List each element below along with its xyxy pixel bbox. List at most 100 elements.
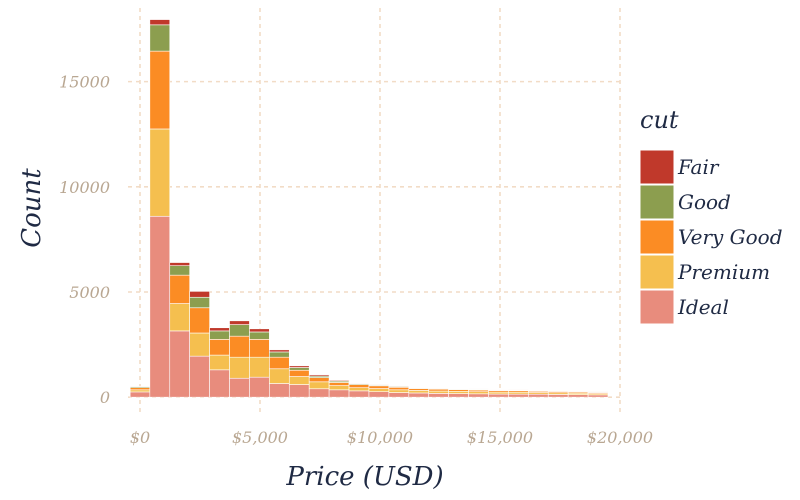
bar-good-bin-8 — [288, 367, 310, 371]
bar-fair-bin-8 — [288, 365, 310, 368]
legend-label-fair: Fair — [677, 155, 720, 179]
bar-fair-bin-9 — [308, 374, 330, 377]
x-tick-label-3: $15,000 — [467, 428, 533, 447]
bar-premium-bin-0 — [129, 389, 151, 393]
bar-ideal-bin-18 — [488, 393, 509, 398]
bar-very-good-bin-1 — [149, 50, 171, 130]
bar-ideal-bin-2 — [169, 330, 190, 398]
y-axis-title: Count — [17, 168, 47, 248]
bar-ideal-bin-14 — [408, 392, 430, 398]
x-tick-label-2: $10,000 — [347, 428, 413, 447]
bar-ideal-bin-19 — [508, 393, 529, 398]
legend-label-ideal: Ideal — [677, 295, 729, 319]
bar-ideal-bin-21 — [547, 394, 569, 398]
bar-very-good-bin-11 — [348, 384, 370, 389]
bar-ideal-bin-16 — [448, 393, 469, 398]
bar-premium-bin-13 — [388, 389, 410, 393]
bar-good-bin-6 — [249, 331, 270, 340]
bar-very-good-bin-9 — [308, 377, 330, 383]
bar-ideal-bin-13 — [388, 392, 410, 398]
bar-ideal-bin-22 — [567, 394, 589, 398]
bar-fair-bin-10 — [328, 380, 350, 382]
bar-very-good-bin-3 — [189, 307, 210, 334]
bar-very-good-bin-12 — [368, 385, 390, 389]
x-axis-title: Price (USD) — [285, 462, 443, 492]
bar-ideal-bin-20 — [528, 393, 549, 398]
bar-premium-bin-7 — [269, 368, 290, 384]
bar-fair-bin-5 — [229, 320, 250, 325]
bar-fair-bin-3 — [189, 291, 210, 298]
bar-very-good-bin-2 — [169, 274, 190, 304]
bar-ideal-bin-0 — [129, 391, 151, 398]
bar-good-bin-3 — [189, 296, 210, 309]
bar-premium-bin-1 — [149, 128, 171, 217]
legend-key-good — [639, 184, 675, 220]
bar-good-bin-2 — [169, 265, 190, 276]
bar-premium-bin-8 — [288, 376, 310, 385]
x-tick-label-4: $20,000 — [587, 428, 653, 447]
y-tick-label-2: 10000 — [59, 178, 110, 197]
x-tick-label-0: $0 — [130, 428, 150, 447]
bar-ideal-bin-6 — [249, 376, 270, 398]
bar-premium-bin-2 — [169, 303, 190, 332]
bar-good-bin-1 — [149, 24, 171, 52]
bar-premium-bin-5 — [229, 356, 250, 379]
bar-ideal-bin-17 — [468, 393, 489, 398]
y-tick-label-3: 15000 — [59, 73, 110, 92]
bar-good-bin-4 — [209, 330, 230, 340]
bar-ideal-bin-3 — [189, 355, 210, 398]
bar-fair-bin-13 — [388, 385, 410, 387]
y-tick-label-1: 5000 — [69, 283, 110, 302]
bar-good-bin-5 — [229, 324, 250, 337]
legend-key-very-good — [639, 219, 675, 255]
bar-good-bin-7 — [269, 351, 290, 358]
bar-very-good-bin-8 — [288, 369, 310, 377]
legend-label-good: Good — [678, 190, 731, 214]
bar-ideal-bin-11 — [348, 390, 370, 398]
legend-label-very-good: Very Good — [678, 225, 783, 249]
bar-premium-bin-6 — [249, 356, 270, 378]
bar-fair-bin-7 — [269, 349, 290, 353]
bar-very-good-bin-13 — [388, 386, 410, 391]
bar-very-good-bin-0 — [129, 387, 151, 391]
bar-ideal-bin-8 — [288, 384, 310, 398]
bar-ideal-bin-5 — [229, 377, 250, 398]
legend-title: cut — [640, 106, 679, 134]
bars — [129, 19, 609, 398]
bar-premium-bin-11 — [348, 387, 370, 392]
bar-ideal-bin-1 — [149, 215, 171, 398]
bar-premium-bin-16 — [448, 390, 469, 394]
bar-fair-bin-1 — [149, 19, 171, 26]
bar-fair-bin-4 — [209, 327, 230, 332]
bar-premium-bin-3 — [189, 332, 210, 357]
legend: cut Fair Good Very Good Premium Ideal — [639, 106, 783, 325]
bar-premium-bin-17 — [468, 391, 489, 395]
y-tick-label-0: 0 — [100, 388, 110, 407]
legend-key-fair — [639, 149, 675, 185]
legend-key-ideal — [639, 289, 675, 325]
bar-premium-bin-10 — [328, 385, 350, 391]
bar-fair-bin-11 — [348, 382, 370, 385]
bar-ideal-bin-12 — [368, 391, 390, 398]
bar-very-good-bin-5 — [229, 335, 250, 358]
bar-ideal-bin-4 — [209, 369, 230, 398]
legend-label-premium: Premium — [677, 260, 770, 284]
bar-premium-bin-14 — [408, 390, 430, 394]
bar-ideal-bin-15 — [428, 393, 449, 398]
bar-fair-bin-6 — [249, 328, 270, 333]
bar-ideal-bin-23 — [587, 394, 609, 398]
bar-very-good-bin-10 — [328, 382, 350, 386]
bar-fair-bin-12 — [368, 384, 390, 386]
y-axis-ticks: 0 5000 10000 15000 — [59, 73, 110, 408]
bar-ideal-bin-7 — [269, 383, 290, 398]
bar-premium-bin-4 — [209, 354, 230, 371]
bar-ideal-bin-10 — [328, 389, 350, 398]
bar-premium-bin-9 — [308, 381, 330, 390]
bar-very-good-bin-7 — [269, 356, 290, 370]
x-axis-ticks: $0 $5,000 $10,000 $15,000 $20,000 — [130, 428, 653, 447]
bar-premium-bin-15 — [428, 390, 449, 394]
legend-key-premium — [639, 254, 675, 290]
x-tick-label-1: $5,000 — [232, 428, 288, 447]
bar-very-good-bin-4 — [209, 339, 230, 356]
